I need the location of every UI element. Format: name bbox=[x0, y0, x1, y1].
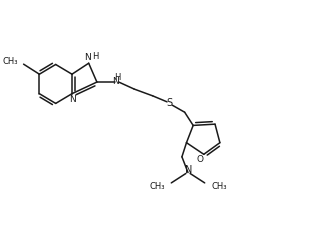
Text: H: H bbox=[92, 52, 99, 61]
Text: CH₃: CH₃ bbox=[149, 182, 165, 191]
Text: H: H bbox=[114, 73, 121, 82]
Text: CH₃: CH₃ bbox=[3, 56, 18, 65]
Text: N: N bbox=[185, 165, 192, 175]
Text: N: N bbox=[112, 77, 119, 86]
Text: S: S bbox=[167, 98, 172, 108]
Text: N: N bbox=[84, 53, 90, 62]
Text: O: O bbox=[197, 155, 204, 164]
Text: N: N bbox=[69, 96, 76, 105]
Text: CH₃: CH₃ bbox=[211, 182, 227, 191]
